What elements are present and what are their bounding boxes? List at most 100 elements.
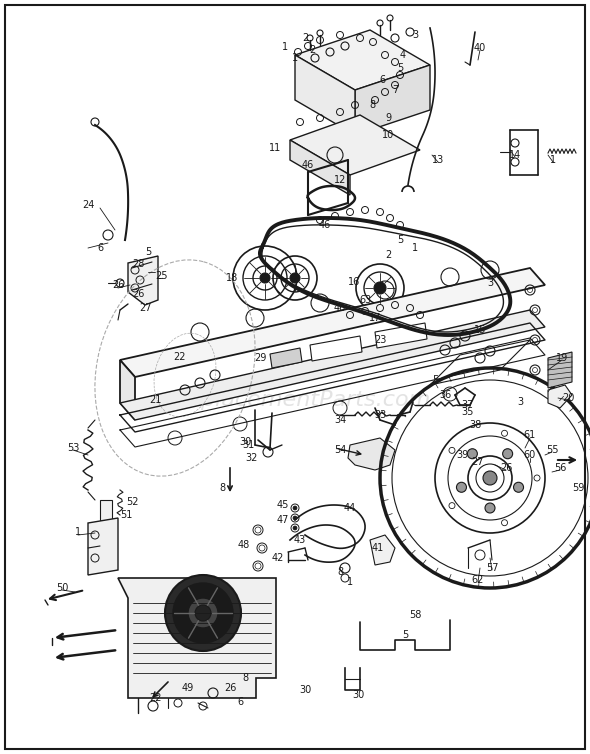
Circle shape [483,471,497,485]
Text: 8: 8 [369,100,375,110]
Text: 5: 5 [432,375,438,385]
Polygon shape [88,518,118,575]
Polygon shape [128,256,158,305]
Text: 18: 18 [226,273,238,283]
Text: 22: 22 [173,352,186,362]
Polygon shape [290,115,420,175]
Text: 26: 26 [224,683,236,693]
Text: 8: 8 [242,673,248,683]
Text: 1: 1 [347,577,353,587]
Text: 36: 36 [439,390,451,400]
Polygon shape [120,360,135,420]
Circle shape [173,583,233,643]
Polygon shape [370,535,395,565]
Polygon shape [548,352,572,388]
Text: 33: 33 [374,410,386,420]
Text: 21: 21 [149,395,161,405]
Text: 49: 49 [182,683,194,693]
Circle shape [165,575,241,651]
Circle shape [293,516,297,520]
Text: 29: 29 [254,353,266,363]
Text: 13: 13 [432,155,444,165]
Polygon shape [375,323,427,348]
Text: 46: 46 [302,160,314,170]
Polygon shape [348,438,395,470]
Text: 27: 27 [472,457,484,467]
Text: 2: 2 [302,33,308,43]
Circle shape [467,449,477,458]
Text: 10: 10 [382,130,394,140]
Text: 51: 51 [120,510,132,520]
Polygon shape [270,348,302,368]
Text: 20: 20 [562,393,574,403]
Text: 31: 31 [242,440,254,450]
Text: 58: 58 [409,610,421,620]
Text: 35: 35 [462,407,474,417]
Text: 27: 27 [139,303,151,313]
Text: 6: 6 [237,697,243,707]
Text: 53: 53 [67,443,79,453]
Circle shape [293,526,297,530]
Text: 56: 56 [554,463,566,473]
Text: 5: 5 [397,235,403,245]
Polygon shape [548,385,572,408]
Text: 30: 30 [239,437,251,447]
Text: 9: 9 [385,113,391,123]
Text: 3: 3 [487,278,493,288]
Text: 50: 50 [56,583,68,593]
Polygon shape [118,578,276,698]
Circle shape [188,598,218,628]
Circle shape [485,503,495,513]
Circle shape [195,605,211,621]
Text: 5: 5 [402,630,408,640]
Circle shape [503,449,513,458]
Polygon shape [430,340,530,385]
Polygon shape [290,140,350,195]
Text: 43: 43 [294,535,306,545]
Text: 45: 45 [277,500,289,510]
Text: 28: 28 [132,259,144,269]
Polygon shape [120,268,545,377]
Text: 60: 60 [524,450,536,460]
Text: 7: 7 [392,85,398,95]
Circle shape [260,273,270,283]
Text: 17: 17 [369,313,381,323]
Text: 61: 61 [524,430,536,440]
Text: 22: 22 [149,693,161,703]
Circle shape [293,506,297,510]
Circle shape [374,282,386,294]
Text: 62: 62 [472,575,484,585]
Text: 54: 54 [334,445,346,455]
Text: 42: 42 [272,553,284,563]
Text: 25: 25 [156,271,168,281]
Text: 34: 34 [334,415,346,425]
Text: 1: 1 [550,155,556,165]
Text: 5: 5 [145,247,151,257]
Text: 38: 38 [469,420,481,430]
Circle shape [290,273,300,283]
Text: 8: 8 [219,483,225,493]
Text: 46: 46 [334,303,346,313]
Text: 23: 23 [374,335,386,345]
Text: 26: 26 [500,463,512,473]
Text: 4: 4 [400,50,406,60]
Text: 16: 16 [348,277,360,287]
Polygon shape [310,336,362,361]
Text: 6: 6 [379,75,385,85]
Text: 8: 8 [337,567,343,577]
Text: 1: 1 [292,53,298,63]
Text: 1: 1 [282,42,288,52]
Text: 15: 15 [474,325,486,335]
Text: 14: 14 [509,150,521,160]
Text: 47: 47 [277,515,289,525]
Text: 1: 1 [75,527,81,537]
Text: 26: 26 [112,280,124,290]
Text: 44: 44 [344,503,356,513]
Bar [100,500,112,535]
Polygon shape [295,55,355,135]
Text: 12: 12 [334,175,346,185]
Text: 2: 2 [309,45,315,55]
Polygon shape [355,65,430,135]
Text: 2: 2 [385,250,391,260]
Text: 46: 46 [319,220,331,230]
